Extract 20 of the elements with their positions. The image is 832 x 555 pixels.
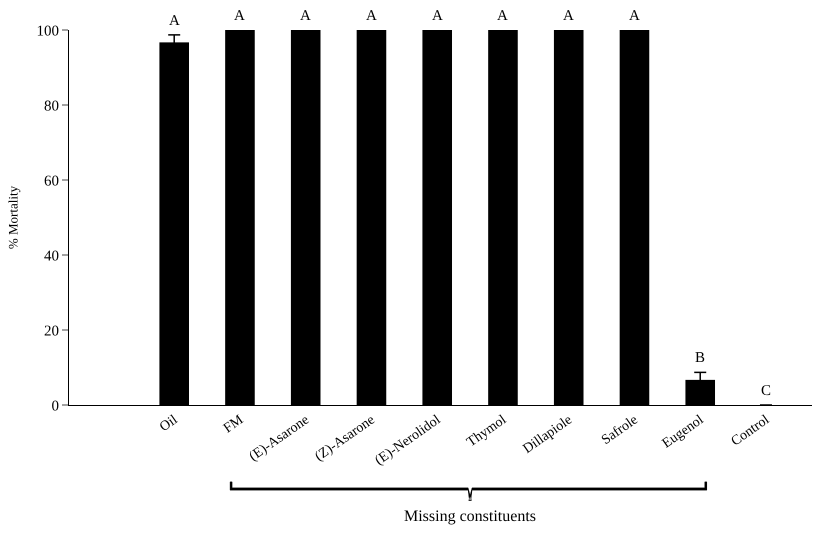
y-tick-label: 100 [36, 23, 59, 40]
annotation: A [366, 8, 377, 24]
annotation: A [629, 8, 640, 24]
y-tick-label: 80 [44, 98, 59, 114]
annotation: A [497, 8, 508, 24]
y-tick-label: 60 [44, 173, 59, 190]
x-tick-label: Oil [157, 412, 181, 436]
annotation: A [169, 13, 180, 29]
y-tick-label: 0 [52, 398, 59, 414]
text: Missing constituents [404, 508, 536, 525]
annotation: A [234, 8, 245, 24]
annotation: C [761, 383, 772, 399]
annotation: A [432, 8, 443, 24]
x-tick-label: FM [221, 412, 247, 436]
annotation: B [695, 350, 706, 366]
annotation: A [300, 8, 311, 24]
y-tick-label: 20 [44, 323, 59, 340]
y-tick-label: 40 [44, 248, 59, 264]
y-axis-title: % Mortality [5, 185, 20, 250]
annotation: A [563, 8, 574, 24]
